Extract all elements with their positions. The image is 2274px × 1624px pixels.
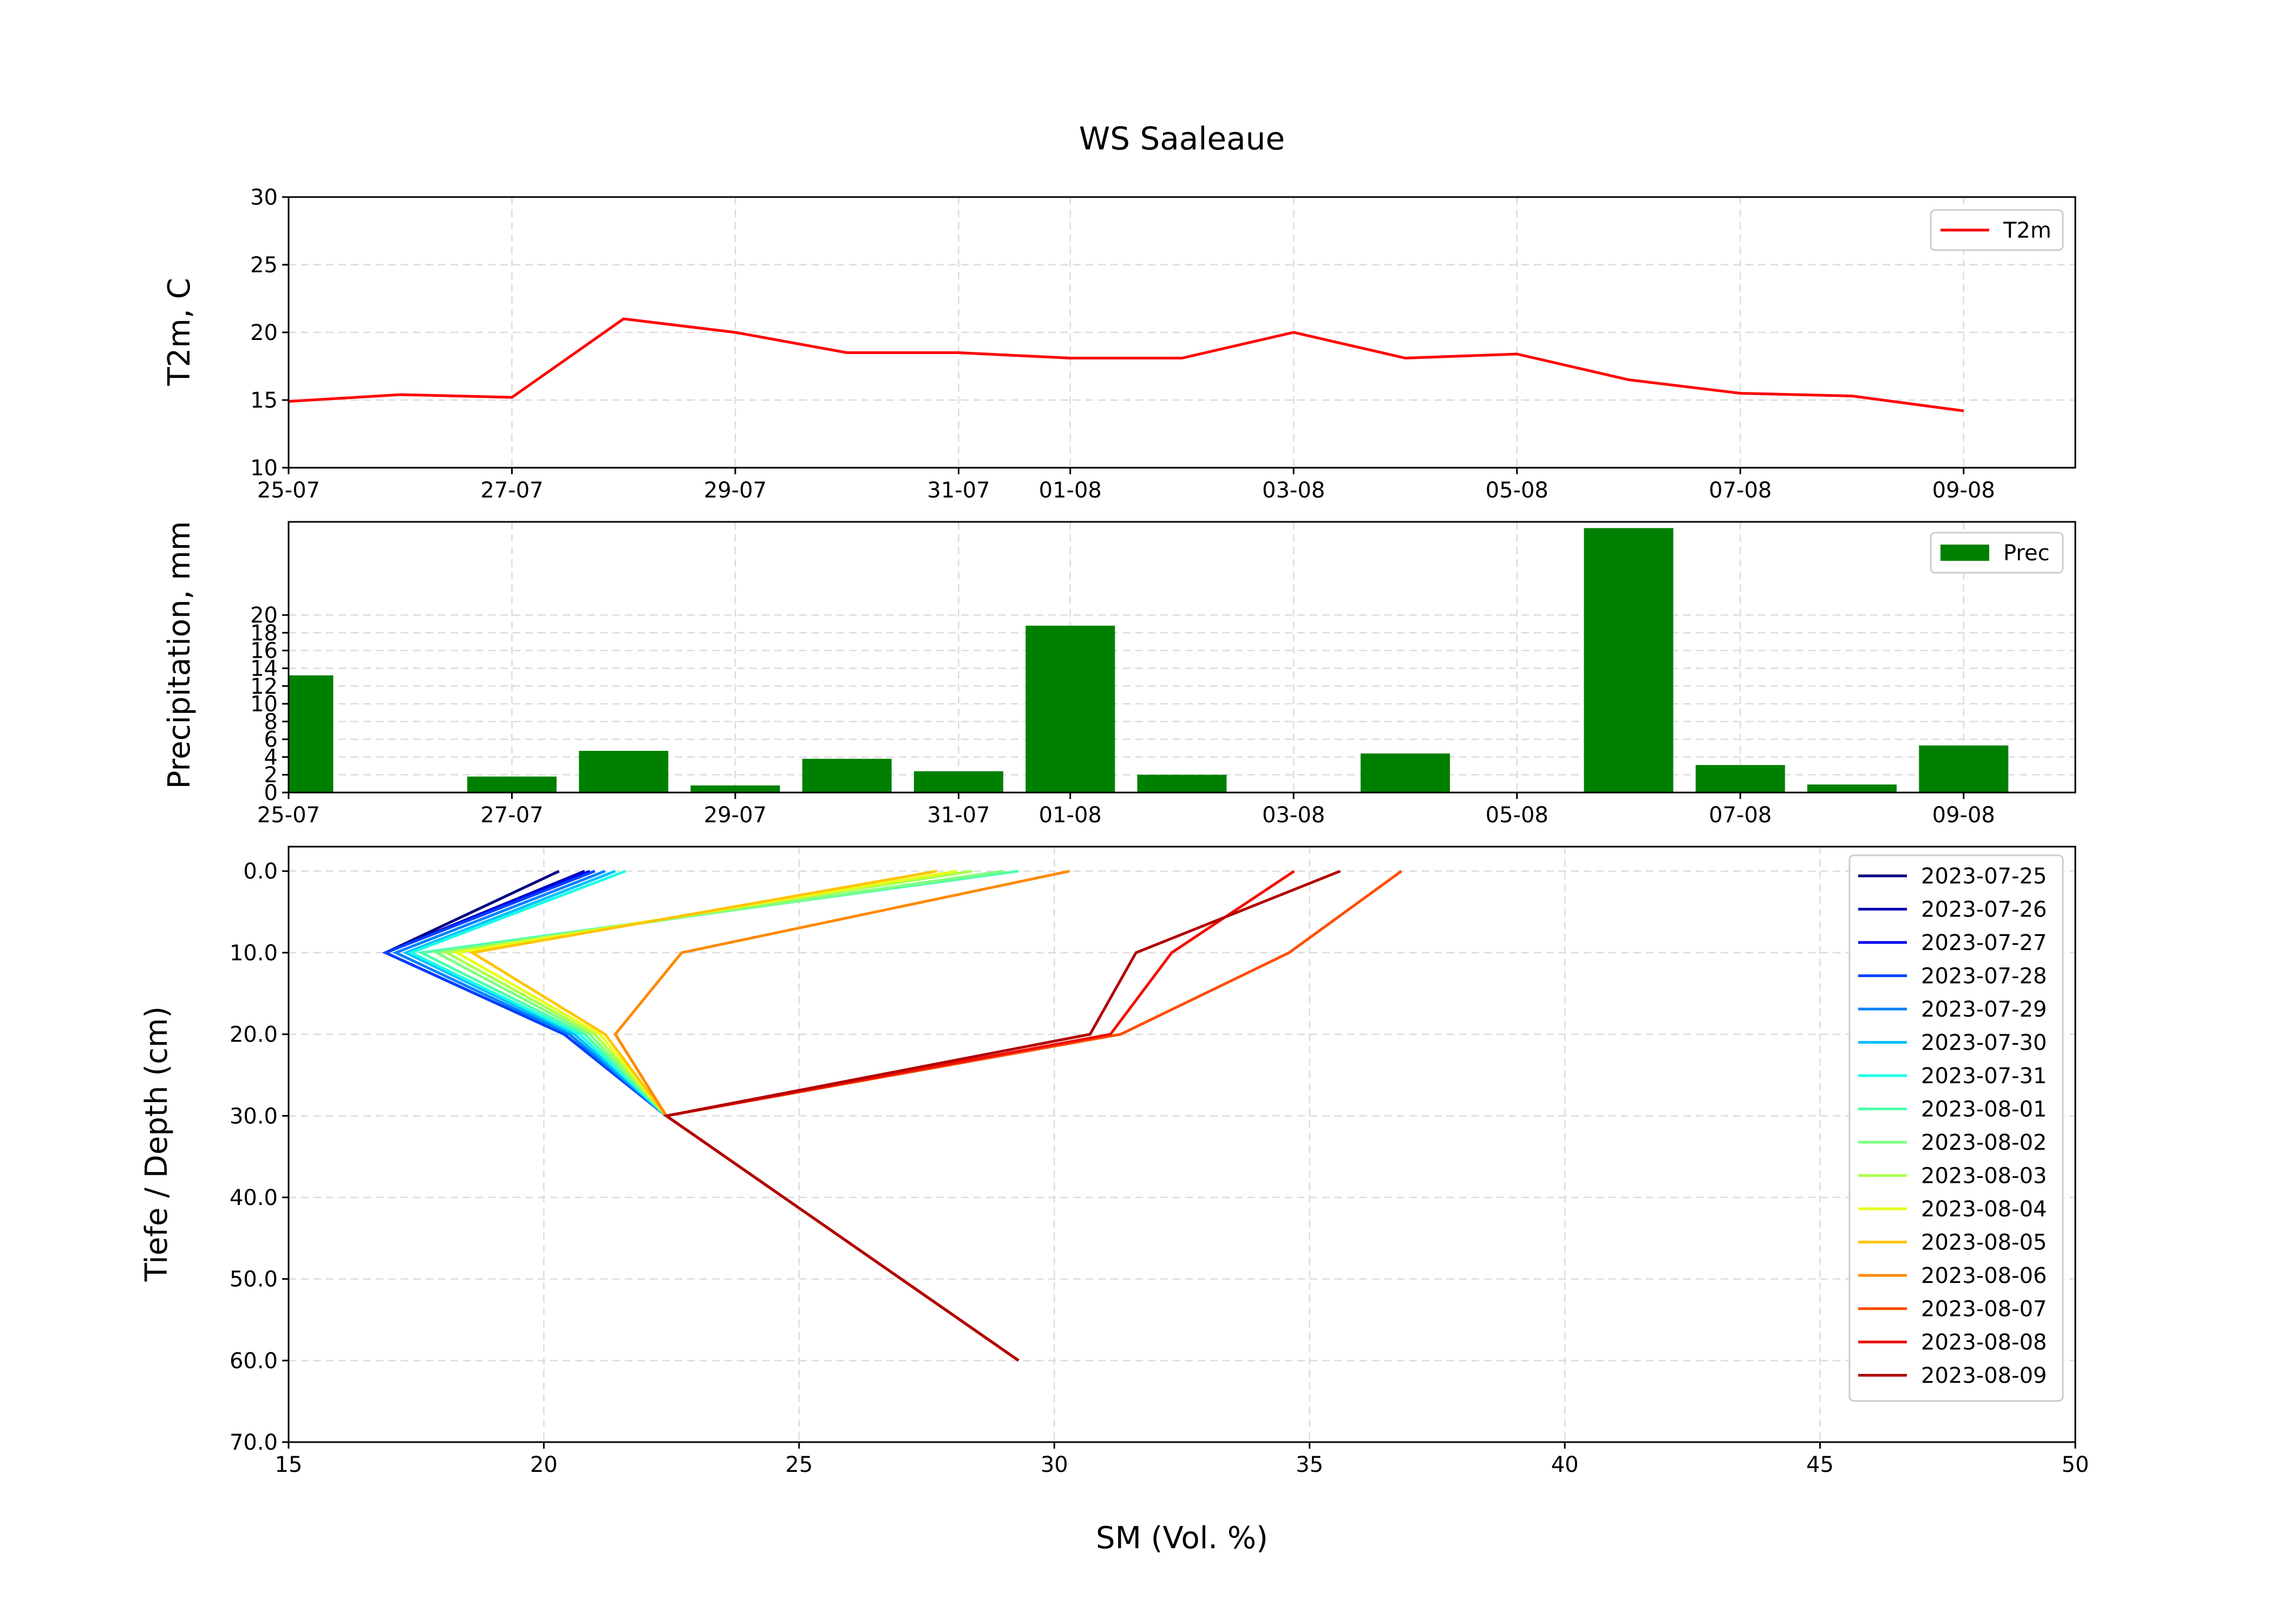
temperature-y-axis-label: T2m, C xyxy=(162,278,197,386)
soil-moisture-x-tick-label: 25 xyxy=(785,1452,813,1477)
precipitation-y-tick-label: 18 xyxy=(250,621,278,646)
precipitation-panel: 25-07 27-07 29-07 31-07 01-08 03-08 05-08 07-08… xyxy=(250,521,2076,828)
precipitation-bar xyxy=(1919,745,2009,793)
precipitation-x-tick-label: 25-07 xyxy=(257,803,320,828)
temperature-x-tick-label: 27-07 xyxy=(480,478,543,503)
temperature-y-tick-label: 25 xyxy=(250,253,278,278)
depth-y-tick-label: 70.0 xyxy=(230,1430,278,1455)
temperature-x-tick-label: 09-08 xyxy=(1932,478,1995,503)
precipitation-legend-box xyxy=(1930,532,2064,574)
soil-moisture-frame xyxy=(287,846,2076,1443)
depth-y-tick-label: 30.0 xyxy=(230,1104,278,1129)
soil-moisture-legend-label: 2023-08-09 xyxy=(1921,1364,2047,1389)
temperature-x-tick-label: 31-07 xyxy=(927,478,990,503)
soil-moisture-x-tick-label: 20 xyxy=(530,1452,558,1477)
precipitation-x-tick-label: 01-08 xyxy=(1039,803,1102,828)
precipitation-y-tick-label: 4 xyxy=(264,745,278,770)
precipitation-bar xyxy=(1025,625,1115,793)
precipitation-bar xyxy=(914,771,1003,793)
precipitation-y-tick-label: 2 xyxy=(264,763,278,788)
depth-y-tick-label: 50.0 xyxy=(230,1267,278,1292)
depth-y-tick-label: 10.0 xyxy=(230,941,278,966)
soil-moisture-legend-label: 2023-07-26 xyxy=(1921,898,2047,922)
soil-moisture-x-axis-label: SM (Vol. %) xyxy=(1096,1521,1268,1556)
precipitation-bar xyxy=(1584,528,1674,793)
precipitation-y-tick-label: 8 xyxy=(264,710,278,735)
soil-moisture-legend-label: 2023-07-31 xyxy=(1921,1064,2047,1089)
precipitation-x-tick-label: 31-07 xyxy=(927,803,990,828)
soil-moisture-legend-label: 2023-08-03 xyxy=(1921,1164,2047,1189)
precipitation-x-tick-label: 29-07 xyxy=(704,803,767,828)
precipitation-y-tick-label: 14 xyxy=(250,656,278,681)
precipitation-frame xyxy=(287,521,2076,794)
soil-moisture-legend-label: 2023-08-05 xyxy=(1921,1230,2047,1255)
precipitation-bar xyxy=(1361,753,1450,793)
precipitation-y-tick-label: 10 xyxy=(250,692,278,717)
depth-y-tick-label: 40.0 xyxy=(230,1186,278,1210)
temperature-x-tick-label: 07-08 xyxy=(1709,478,1772,503)
soil-moisture-legend-label: 2023-08-01 xyxy=(1921,1097,2047,1122)
soil-moisture-legend-label: 2023-07-25 xyxy=(1921,864,2047,889)
precipitation-y-tick-label: 6 xyxy=(264,728,278,752)
soil-moisture-panel: 15 20 25 30 35 40 45 50 0.0 10.0 20.0 30.0 40.0 50.0 6… xyxy=(230,846,2089,1477)
precipitation-legend-label: Prec xyxy=(2003,541,2050,566)
temperature-x-tick-label: 01-08 xyxy=(1039,478,1102,503)
depth-y-tick-label: 0.0 xyxy=(243,859,278,884)
precipitation-bar xyxy=(1695,765,1785,793)
soil-moisture-legend-label: 2023-08-08 xyxy=(1921,1330,2047,1355)
temperature-y-tick-label: 10 xyxy=(250,456,278,481)
temperature-y-tick-label: 20 xyxy=(250,320,278,345)
precipitation-y-tick-label: 20 xyxy=(250,603,278,628)
precipitation-bar xyxy=(579,751,669,793)
temperature-line xyxy=(288,317,1964,412)
soil-moisture-legend-label: 2023-07-28 xyxy=(1921,964,2047,989)
precipitation-bar xyxy=(289,675,334,793)
precipitation-bar xyxy=(802,758,892,793)
temperature-frame xyxy=(287,196,2076,469)
soil-moisture-legend-label: 2023-08-02 xyxy=(1921,1130,2047,1155)
temperature-legend-box xyxy=(1930,209,2064,251)
temperature-y-tick-label: 30 xyxy=(250,185,278,210)
precipitation-legend-swatch xyxy=(1940,545,1989,561)
soil-moisture-x-tick-label: 40 xyxy=(1551,1452,1579,1477)
soil-moisture-x-tick-label: 15 xyxy=(275,1452,303,1477)
soil-moisture-legend-label: 2023-07-27 xyxy=(1921,931,2047,955)
temperature-y-tick-label: 15 xyxy=(250,388,278,413)
soil-moisture-legend-label: 2023-07-29 xyxy=(1921,997,2047,1022)
precipitation-x-tick-label: 05-08 xyxy=(1486,803,1548,828)
chart-title: WS Saaleaue xyxy=(1079,120,1285,157)
depth-y-axis-label: Tiefe / Depth (cm) xyxy=(139,1006,174,1282)
soil-moisture-legend-box xyxy=(1848,854,2064,1402)
precipitation-x-tick-label: 07-08 xyxy=(1709,803,1772,828)
soil-moisture-profile-line xyxy=(663,869,1341,1362)
soil-moisture-x-tick-label: 35 xyxy=(1296,1452,1323,1477)
precipitation-x-tick-label: 03-08 xyxy=(1262,803,1325,828)
precipitation-y-tick-label: 12 xyxy=(250,674,278,699)
temperature-legend-label: T2m xyxy=(2003,218,2051,243)
temperature-x-tick-label: 25-07 xyxy=(257,478,320,503)
soil-moisture-legend-label: 2023-07-30 xyxy=(1921,1031,2047,1056)
temperature-panel: 25-07 27-07 29-07 31-07 01-08 03-08 05-08 07-08… xyxy=(250,185,2076,503)
soil-moisture-legend-label: 2023-08-07 xyxy=(1921,1297,2047,1322)
precipitation-x-tick-label: 27-07 xyxy=(480,803,543,828)
precipitation-y-tick-label: 16 xyxy=(250,639,278,664)
soil-moisture-legend-label: 2023-08-06 xyxy=(1921,1263,2047,1288)
temperature-x-tick-label: 29-07 xyxy=(704,478,767,503)
soil-moisture-x-tick-label: 45 xyxy=(1806,1452,1834,1477)
precipitation-y-axis-label: Precipitation, mm xyxy=(162,521,197,789)
precipitation-x-tick-label: 09-08 xyxy=(1932,803,1995,828)
depth-y-tick-label: 20.0 xyxy=(230,1023,278,1047)
temperature-x-tick-label: 05-08 xyxy=(1486,478,1548,503)
precipitation-y-tick-label: 0 xyxy=(264,781,278,806)
soil-moisture-legend-label: 2023-08-04 xyxy=(1921,1197,2047,1222)
depth-y-tick-label: 60.0 xyxy=(230,1348,278,1373)
precipitation-bar xyxy=(1137,775,1227,793)
soil-moisture-x-tick-label: 30 xyxy=(1041,1452,1068,1477)
precipitation-bar xyxy=(1807,784,1897,793)
soil-moisture-x-tick-label: 50 xyxy=(2062,1452,2089,1477)
precipitation-bar xyxy=(690,785,780,793)
temperature-x-tick-label: 03-08 xyxy=(1262,478,1325,503)
precipitation-bar xyxy=(467,776,557,793)
